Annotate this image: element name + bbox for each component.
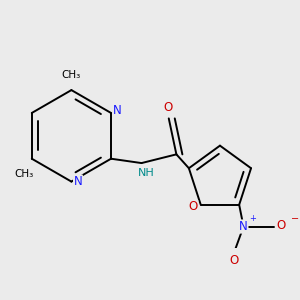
Text: N: N [239,220,248,233]
Text: NH: NH [137,168,154,178]
Text: −: − [291,214,299,224]
Text: O: O [276,219,285,232]
Text: +: + [249,214,256,224]
Text: O: O [229,254,238,267]
Text: O: O [163,101,172,114]
Text: CH₃: CH₃ [62,70,81,80]
Text: N: N [113,104,122,117]
Text: N: N [74,175,82,188]
Text: CH₃: CH₃ [14,169,34,179]
Text: O: O [188,200,198,213]
